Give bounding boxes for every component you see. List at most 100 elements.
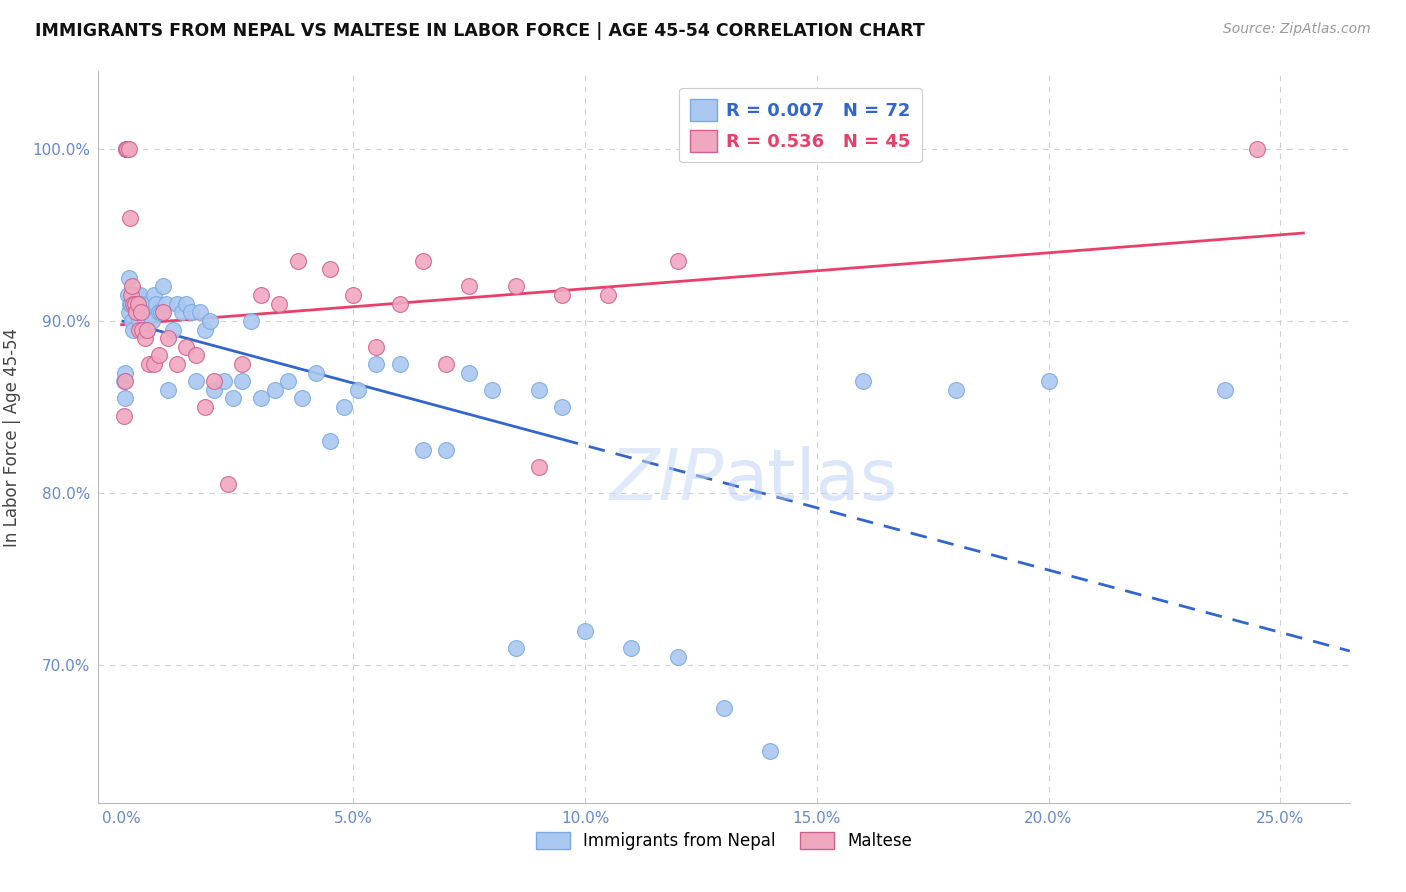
Point <box>287 253 309 268</box>
Point <box>138 296 160 310</box>
Point <box>305 366 328 380</box>
Point <box>366 357 388 371</box>
Point <box>176 296 198 310</box>
Point <box>598 288 620 302</box>
Point <box>121 279 143 293</box>
Point <box>134 331 156 345</box>
Point <box>263 383 285 397</box>
Point <box>128 322 150 336</box>
Point <box>249 288 271 302</box>
Point <box>388 296 411 310</box>
Point <box>194 322 217 336</box>
Point <box>434 357 457 371</box>
Point <box>217 477 239 491</box>
Point <box>124 296 146 310</box>
Point <box>115 142 138 156</box>
Point <box>112 374 135 388</box>
Point <box>156 331 179 345</box>
Point <box>759 744 782 758</box>
Point <box>166 296 188 310</box>
Point <box>713 701 735 715</box>
Point <box>129 305 152 319</box>
Legend: Immigrants from Nepal, Maltese: Immigrants from Nepal, Maltese <box>530 825 918 856</box>
Point <box>129 288 152 302</box>
Point <box>551 288 574 302</box>
Point <box>141 314 163 328</box>
Point <box>366 340 388 354</box>
Point <box>1213 383 1236 397</box>
Point <box>138 357 160 371</box>
Point <box>132 305 155 319</box>
Point <box>166 357 188 371</box>
Point <box>249 392 271 406</box>
Point <box>134 314 156 328</box>
Point <box>117 142 139 156</box>
Point <box>148 348 170 362</box>
Point <box>202 383 225 397</box>
Point <box>118 305 141 319</box>
Point <box>150 305 172 319</box>
Point <box>115 142 138 156</box>
Point <box>527 383 550 397</box>
Point <box>117 288 139 302</box>
Point <box>170 305 193 319</box>
Point <box>222 392 245 406</box>
Point <box>114 366 136 380</box>
Point <box>131 296 153 310</box>
Point <box>945 383 967 397</box>
Point <box>114 392 136 406</box>
Point <box>458 366 481 380</box>
Point <box>156 383 179 397</box>
Point <box>666 253 689 268</box>
Point <box>291 392 314 406</box>
Point <box>136 322 159 336</box>
Point <box>458 279 481 293</box>
Point <box>481 383 503 397</box>
Point <box>1246 142 1268 156</box>
Point <box>162 322 184 336</box>
Point <box>120 296 142 310</box>
Point <box>118 211 141 225</box>
Point <box>122 296 145 310</box>
Point <box>114 374 136 388</box>
Point <box>551 400 574 414</box>
Point <box>136 322 159 336</box>
Point <box>120 288 142 302</box>
Point <box>505 640 527 655</box>
Point <box>131 322 153 336</box>
Point <box>122 288 145 302</box>
Point <box>125 305 148 319</box>
Text: ZIP: ZIP <box>610 447 724 516</box>
Point <box>148 305 170 319</box>
Text: Source: ZipAtlas.com: Source: ZipAtlas.com <box>1223 22 1371 37</box>
Point <box>143 357 166 371</box>
Point <box>125 305 148 319</box>
Point <box>388 357 411 371</box>
Point <box>143 288 166 302</box>
Point <box>155 296 177 310</box>
Point <box>129 305 152 319</box>
Point <box>1038 374 1060 388</box>
Point <box>202 374 225 388</box>
Point <box>527 460 550 475</box>
Point <box>269 296 291 310</box>
Point <box>128 314 150 328</box>
Point <box>194 400 217 414</box>
Point <box>412 442 434 457</box>
Point <box>240 314 263 328</box>
Point <box>117 271 139 285</box>
Point <box>115 142 138 156</box>
Point <box>574 624 596 638</box>
Point <box>176 340 198 354</box>
Point <box>112 409 135 423</box>
Point <box>115 142 138 156</box>
Point <box>620 640 643 655</box>
Point <box>852 374 875 388</box>
Point <box>121 314 143 328</box>
Point <box>212 374 235 388</box>
Point <box>347 383 370 397</box>
Text: IMMIGRANTS FROM NEPAL VS MALTESE IN LABOR FORCE | AGE 45-54 CORRELATION CHART: IMMIGRANTS FROM NEPAL VS MALTESE IN LABO… <box>35 22 925 40</box>
Point <box>342 288 364 302</box>
Point <box>152 305 174 319</box>
Point <box>333 400 356 414</box>
